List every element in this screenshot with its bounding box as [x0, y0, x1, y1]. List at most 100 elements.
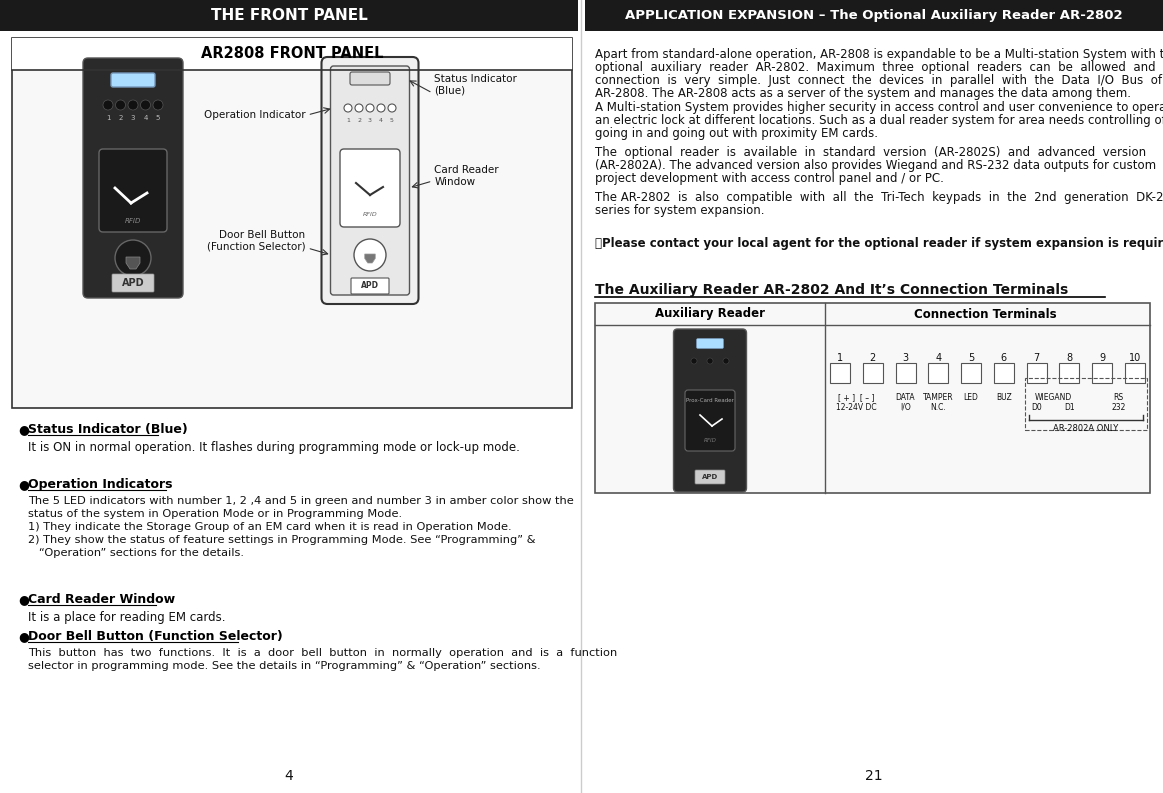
FancyBboxPatch shape	[340, 149, 400, 227]
Text: Operation Indicators: Operation Indicators	[28, 478, 172, 491]
Bar	[1092, 363, 1112, 383]
Text: N.C.: N.C.	[930, 403, 947, 412]
Text: 7: 7	[1034, 353, 1040, 363]
Bar	[1125, 363, 1146, 383]
Circle shape	[154, 100, 163, 110]
Bar	[928, 363, 948, 383]
FancyBboxPatch shape	[83, 58, 183, 298]
Text: TAMPER: TAMPER	[923, 393, 954, 402]
Text: Door Bell Button (Function Selector): Door Bell Button (Function Selector)	[28, 630, 283, 643]
Text: RFID: RFID	[704, 439, 716, 443]
Text: It is a place for reading EM cards.: It is a place for reading EM cards.	[28, 611, 226, 624]
FancyBboxPatch shape	[99, 149, 167, 232]
FancyBboxPatch shape	[112, 274, 154, 292]
Polygon shape	[365, 254, 376, 263]
Text: optional  auxiliary  reader  AR-2802.  Maximum  three  optional  readers  can  b: optional auxiliary reader AR-2802. Maxim…	[595, 61, 1163, 74]
Bar	[595, 303, 1150, 493]
Circle shape	[128, 100, 138, 110]
Text: ●: ●	[17, 630, 29, 643]
Circle shape	[723, 358, 729, 364]
Circle shape	[141, 100, 150, 110]
Text: ＊Please contact your local agent for the optional reader if system expansion is : ＊Please contact your local agent for the…	[595, 237, 1163, 250]
Text: APD: APD	[361, 282, 379, 290]
Text: AR-2808. The AR-2808 acts as a server of the system and manages the data among t: AR-2808. The AR-2808 acts as a server of…	[595, 87, 1130, 100]
Text: BUZ: BUZ	[996, 393, 1012, 402]
Text: 4: 4	[379, 117, 383, 122]
FancyBboxPatch shape	[351, 278, 388, 294]
Text: an electric lock at different locations. Such as a dual reader system for area n: an electric lock at different locations.…	[595, 114, 1163, 127]
Text: Operation Indicator: Operation Indicator	[204, 110, 306, 120]
Bar	[1027, 363, 1047, 383]
Circle shape	[115, 100, 126, 110]
Text: The 5 LED indicators with number 1, 2 ,4 and 5 in green and number 3 in amber co: The 5 LED indicators with number 1, 2 ,4…	[28, 496, 573, 506]
Text: 6: 6	[1001, 353, 1007, 363]
FancyBboxPatch shape	[695, 470, 725, 484]
Text: LED: LED	[964, 393, 978, 402]
FancyBboxPatch shape	[673, 329, 747, 492]
Text: APD: APD	[122, 278, 144, 288]
Text: I/O: I/O	[900, 403, 911, 412]
Text: D1: D1	[1064, 403, 1075, 412]
Text: 9: 9	[1099, 353, 1105, 363]
Bar	[1025, 378, 1147, 430]
Text: Apart from standard-alone operation, AR-2808 is expandable to be a Multi-station: Apart from standard-alone operation, AR-…	[595, 48, 1163, 61]
Text: 3: 3	[130, 115, 135, 121]
Text: Auxiliary Reader: Auxiliary Reader	[655, 308, 765, 320]
Text: The  optional  reader  is  available  in  standard  version  (AR-2802S)  and  ad: The optional reader is available in stan…	[595, 146, 1146, 159]
Text: RFID: RFID	[124, 218, 141, 224]
Text: Status Indicator
(Blue): Status Indicator (Blue)	[435, 75, 518, 96]
Text: 2: 2	[357, 117, 361, 122]
Bar	[1059, 363, 1079, 383]
FancyBboxPatch shape	[110, 73, 155, 87]
Text: 8: 8	[1066, 353, 1072, 363]
Text: (AR-2802A). The advanced version also provides Wiegand and RS-232 data outputs f: (AR-2802A). The advanced version also pr…	[595, 159, 1156, 172]
Text: A Multi-station System provides higher security in access control and user conve: A Multi-station System provides higher s…	[595, 101, 1163, 114]
Text: AR-2802A ONLY: AR-2802A ONLY	[1054, 424, 1119, 433]
Text: 2) They show the status of feature settings in Programming Mode. See “Programmin: 2) They show the status of feature setti…	[28, 535, 535, 545]
Text: 5: 5	[156, 115, 160, 121]
Text: The AR-2802  is  also  compatible  with  all  the  Tri-Tech  keypads  in  the  2: The AR-2802 is also compatible with all …	[595, 191, 1163, 204]
Text: 2: 2	[870, 353, 876, 363]
Text: DATA: DATA	[896, 393, 915, 402]
Text: 2: 2	[119, 115, 122, 121]
Text: selector in programming mode. See the details in “Programming” & “Operation” sec: selector in programming mode. See the de…	[28, 661, 541, 671]
Text: going in and going out with proximity EM cards.: going in and going out with proximity EM…	[595, 127, 878, 140]
Circle shape	[691, 358, 697, 364]
Text: THE FRONT PANEL: THE FRONT PANEL	[211, 8, 368, 23]
Bar	[830, 363, 850, 383]
Text: status of the system in Operation Mode or in Programming Mode.: status of the system in Operation Mode o…	[28, 509, 402, 519]
Circle shape	[377, 104, 385, 112]
Circle shape	[344, 104, 352, 112]
Text: 5: 5	[968, 353, 975, 363]
Text: APD: APD	[702, 474, 718, 480]
Text: project development with access control panel and / or PC.: project development with access control …	[595, 172, 944, 185]
Text: Connection Terminals: Connection Terminals	[914, 308, 1056, 320]
Bar	[0, 0, 578, 31]
FancyBboxPatch shape	[321, 57, 419, 304]
Circle shape	[388, 104, 395, 112]
Bar	[994, 363, 1014, 383]
Text: series for system expansion.: series for system expansion.	[595, 204, 764, 217]
Text: Door Bell Button
(Function Selector): Door Bell Button (Function Selector)	[207, 230, 306, 252]
Text: AR2808 FRONT PANEL: AR2808 FRONT PANEL	[201, 47, 384, 62]
Circle shape	[707, 358, 713, 364]
Text: RS: RS	[1113, 393, 1123, 402]
Text: 1: 1	[347, 117, 350, 122]
Text: 4: 4	[935, 353, 941, 363]
Text: It is ON in normal operation. It flashes during programming mode or lock-up mode: It is ON in normal operation. It flashes…	[28, 441, 520, 454]
Circle shape	[355, 104, 363, 112]
Text: The Auxiliary Reader AR-2802 And It’s Connection Terminals: The Auxiliary Reader AR-2802 And It’s Co…	[595, 283, 1069, 297]
Text: 4: 4	[285, 769, 293, 783]
Text: Card Reader Window: Card Reader Window	[28, 593, 176, 606]
Text: Card Reader
Window: Card Reader Window	[435, 165, 499, 187]
Bar	[863, 363, 883, 383]
Text: connection  is  very  simple.  Just  connect  the  devices  in  parallel  with  : connection is very simple. Just connect …	[595, 74, 1163, 87]
Circle shape	[104, 100, 113, 110]
FancyBboxPatch shape	[330, 66, 409, 295]
Text: ●: ●	[17, 593, 29, 606]
Text: APPLICATION EXPANSION – The Optional Auxiliary Reader AR-2802: APPLICATION EXPANSION – The Optional Aux…	[626, 9, 1122, 22]
Text: WIEGAND: WIEGAND	[1034, 393, 1071, 402]
Text: 3: 3	[368, 117, 372, 122]
Text: 232: 232	[1112, 403, 1126, 412]
Text: ●: ●	[17, 423, 29, 436]
